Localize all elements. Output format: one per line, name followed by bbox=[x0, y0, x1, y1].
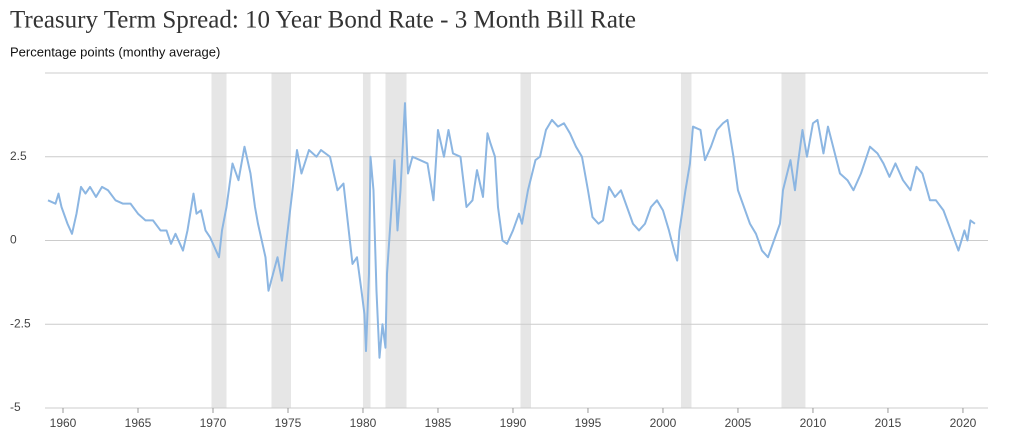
spread-line bbox=[47, 102, 976, 359]
grid-layer: -5 -2.5 0 2.5 1960 1965 1970 1975 1980 1985 1990 19… bbox=[10, 149, 988, 430]
x-tick-label: 2010 bbox=[800, 416, 827, 430]
x-tick-label: 1985 bbox=[425, 416, 452, 430]
x-tick-label: 2020 bbox=[950, 416, 977, 430]
x-tick-label: 2005 bbox=[725, 416, 752, 430]
x-tick-label: 1995 bbox=[575, 416, 602, 430]
x-tick-label: 1990 bbox=[500, 416, 527, 430]
x-tick-label: 2000 bbox=[650, 416, 677, 430]
chart-title: Treasury Term Spread: 10 Year Bond Rate … bbox=[10, 7, 636, 34]
y-tick-label: 2.5 bbox=[10, 149, 27, 163]
y-tick-label: 0 bbox=[10, 233, 17, 247]
x-tick-label: 1970 bbox=[200, 416, 227, 430]
x-tick-label: 1975 bbox=[275, 416, 302, 430]
x-tick-label: 1960 bbox=[50, 416, 77, 430]
line-layer bbox=[47, 102, 976, 359]
x-tick-label: 2015 bbox=[875, 416, 902, 430]
x-tick-label: 1980 bbox=[350, 416, 377, 430]
x-tick-label: 1965 bbox=[125, 416, 152, 430]
chart-subtitle: Percentage points (monthy average) bbox=[10, 44, 220, 59]
y-tick-label: -2.5 bbox=[10, 316, 31, 330]
y-tick-label: -5 bbox=[10, 400, 21, 414]
